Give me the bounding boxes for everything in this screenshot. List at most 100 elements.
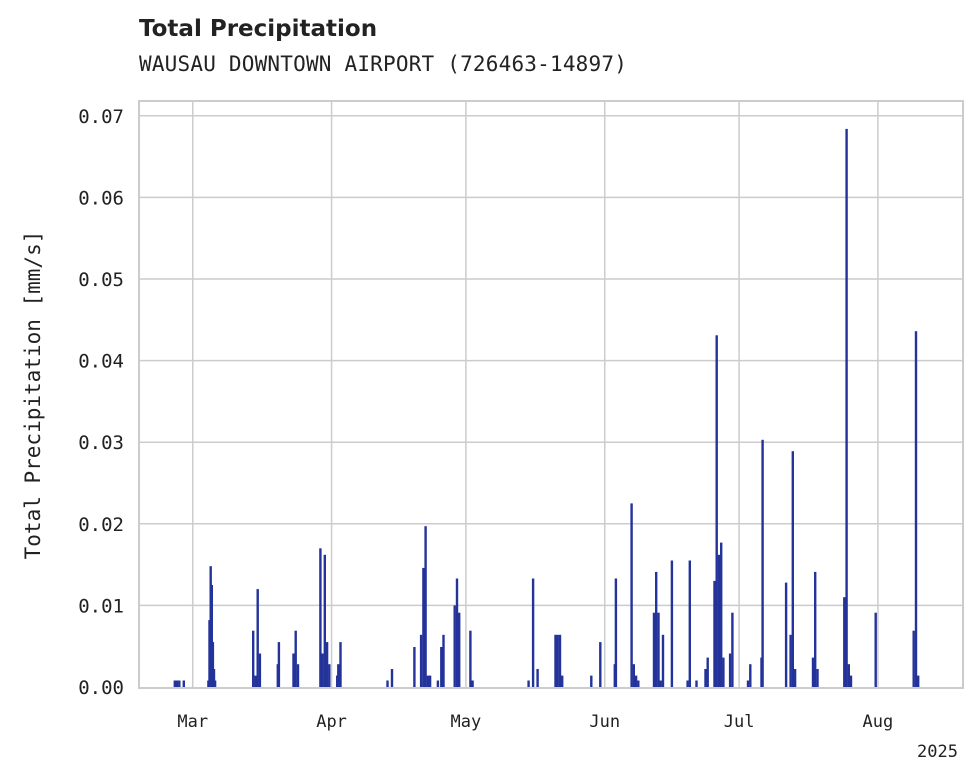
precip-bar bbox=[440, 647, 443, 687]
grid-lines bbox=[139, 101, 963, 688]
precip-bar bbox=[847, 664, 850, 687]
precip-bar bbox=[182, 680, 185, 687]
precip-bar bbox=[455, 578, 459, 687]
x-tick-label: Apr bbox=[316, 712, 347, 732]
y-tick-label: 0.06 bbox=[78, 187, 124, 209]
precip-bar bbox=[323, 554, 326, 687]
precip-bar bbox=[296, 664, 300, 687]
precip-bar bbox=[845, 128, 848, 687]
precip-bar bbox=[554, 634, 557, 687]
precip-bar bbox=[720, 542, 723, 687]
y-tick-label: 0.02 bbox=[78, 514, 124, 536]
x-tick-label: Jun bbox=[589, 712, 620, 732]
precip-bar bbox=[874, 612, 877, 687]
y-axis-label: Total Precipitation [mm/s] bbox=[21, 231, 45, 560]
precip-bar bbox=[531, 578, 535, 687]
precip-bar bbox=[784, 582, 788, 687]
y-tick-label: 0.01 bbox=[78, 595, 124, 617]
chart-title: Total Precipitation bbox=[139, 16, 378, 42]
precip-bar bbox=[471, 680, 474, 687]
precip-bar bbox=[599, 642, 602, 687]
precip-bar bbox=[413, 647, 416, 687]
precip-bar bbox=[212, 669, 216, 687]
precip-bar bbox=[319, 548, 322, 687]
precip-bar bbox=[536, 669, 539, 687]
precip-bar bbox=[917, 675, 920, 687]
precip-bar bbox=[722, 657, 725, 687]
precip-bar bbox=[912, 630, 915, 687]
precip-bar bbox=[424, 526, 427, 687]
x-tick-labels: Mar Apr May Jun Jul Aug bbox=[177, 712, 893, 732]
precip-bar bbox=[321, 653, 324, 687]
precip-bar bbox=[328, 664, 331, 687]
precip-bar bbox=[637, 680, 640, 687]
precip-bar bbox=[252, 630, 255, 687]
year-label: 2025 bbox=[917, 742, 958, 762]
precip-bar bbox=[614, 578, 618, 687]
precip-bar bbox=[816, 669, 819, 687]
y-tick-labels: 0.00 0.01 0.02 0.03 0.04 0.05 0.06 0.07 bbox=[78, 106, 124, 699]
precip-bar bbox=[386, 680, 389, 687]
precip-bar bbox=[789, 634, 792, 687]
precip-bar bbox=[661, 634, 665, 687]
precip-bar bbox=[173, 680, 176, 687]
precip-bar bbox=[428, 675, 432, 687]
precip-bar bbox=[688, 560, 691, 687]
x-tick-label: Jul bbox=[724, 712, 755, 732]
precip-bar bbox=[561, 675, 564, 687]
precip-bar bbox=[390, 669, 394, 687]
precip-bar bbox=[914, 331, 918, 687]
precip-bar bbox=[791, 451, 794, 687]
precip-bar bbox=[746, 680, 750, 687]
precip-bar bbox=[659, 680, 662, 687]
precip-bar bbox=[849, 675, 853, 687]
precip-bar bbox=[453, 605, 456, 687]
precip-bar bbox=[713, 580, 716, 687]
precip-bar bbox=[337, 664, 340, 687]
precip-bar bbox=[706, 657, 709, 687]
precip-bar bbox=[695, 680, 698, 687]
x-tick-label: May bbox=[451, 712, 482, 732]
precip-bar bbox=[419, 634, 423, 687]
precip-bar bbox=[793, 669, 797, 687]
precip-bar bbox=[258, 653, 262, 687]
precip-bar bbox=[761, 439, 764, 687]
y-tick-label: 0.05 bbox=[78, 269, 124, 291]
precip-bar bbox=[717, 554, 721, 687]
chart-subtitle: WAUSAU DOWNTOWN AIRPORT (726463-14897) bbox=[139, 52, 628, 76]
precip-bar bbox=[442, 634, 445, 687]
precip-bar bbox=[704, 669, 707, 687]
precip-bar bbox=[256, 589, 259, 687]
precip-bar bbox=[558, 634, 562, 687]
precip-bar bbox=[426, 675, 429, 687]
precip-bar bbox=[178, 680, 181, 687]
precip-bar bbox=[728, 653, 732, 687]
y-tick-label: 0.00 bbox=[78, 677, 124, 699]
y-tick-label: 0.07 bbox=[78, 106, 124, 128]
precip-bar bbox=[657, 612, 660, 687]
precip-bar bbox=[211, 642, 215, 687]
precip-bar bbox=[294, 630, 297, 687]
precip-bar bbox=[175, 680, 179, 687]
x-tick-label: Mar bbox=[177, 712, 208, 732]
precip-bar bbox=[339, 642, 342, 687]
plot-frame bbox=[138, 100, 964, 689]
precip-bar bbox=[630, 503, 633, 687]
precip-bar bbox=[292, 653, 295, 687]
precip-bar bbox=[749, 664, 752, 687]
precip-bar bbox=[686, 680, 689, 687]
precip-bar bbox=[634, 675, 638, 687]
precip-bar bbox=[254, 675, 257, 687]
precip-bar bbox=[210, 585, 213, 687]
precip-bar bbox=[458, 612, 461, 687]
precip-bar bbox=[213, 680, 217, 687]
precip-bar bbox=[469, 630, 472, 687]
precip-bar bbox=[843, 597, 846, 687]
precip-bar bbox=[731, 612, 734, 687]
precip-bar bbox=[632, 664, 635, 687]
precip-bar bbox=[527, 680, 530, 687]
precip-bar bbox=[422, 567, 425, 687]
precip-bar bbox=[436, 680, 440, 687]
x-tick-label: Aug bbox=[863, 712, 894, 732]
y-tick-label: 0.03 bbox=[78, 432, 124, 454]
